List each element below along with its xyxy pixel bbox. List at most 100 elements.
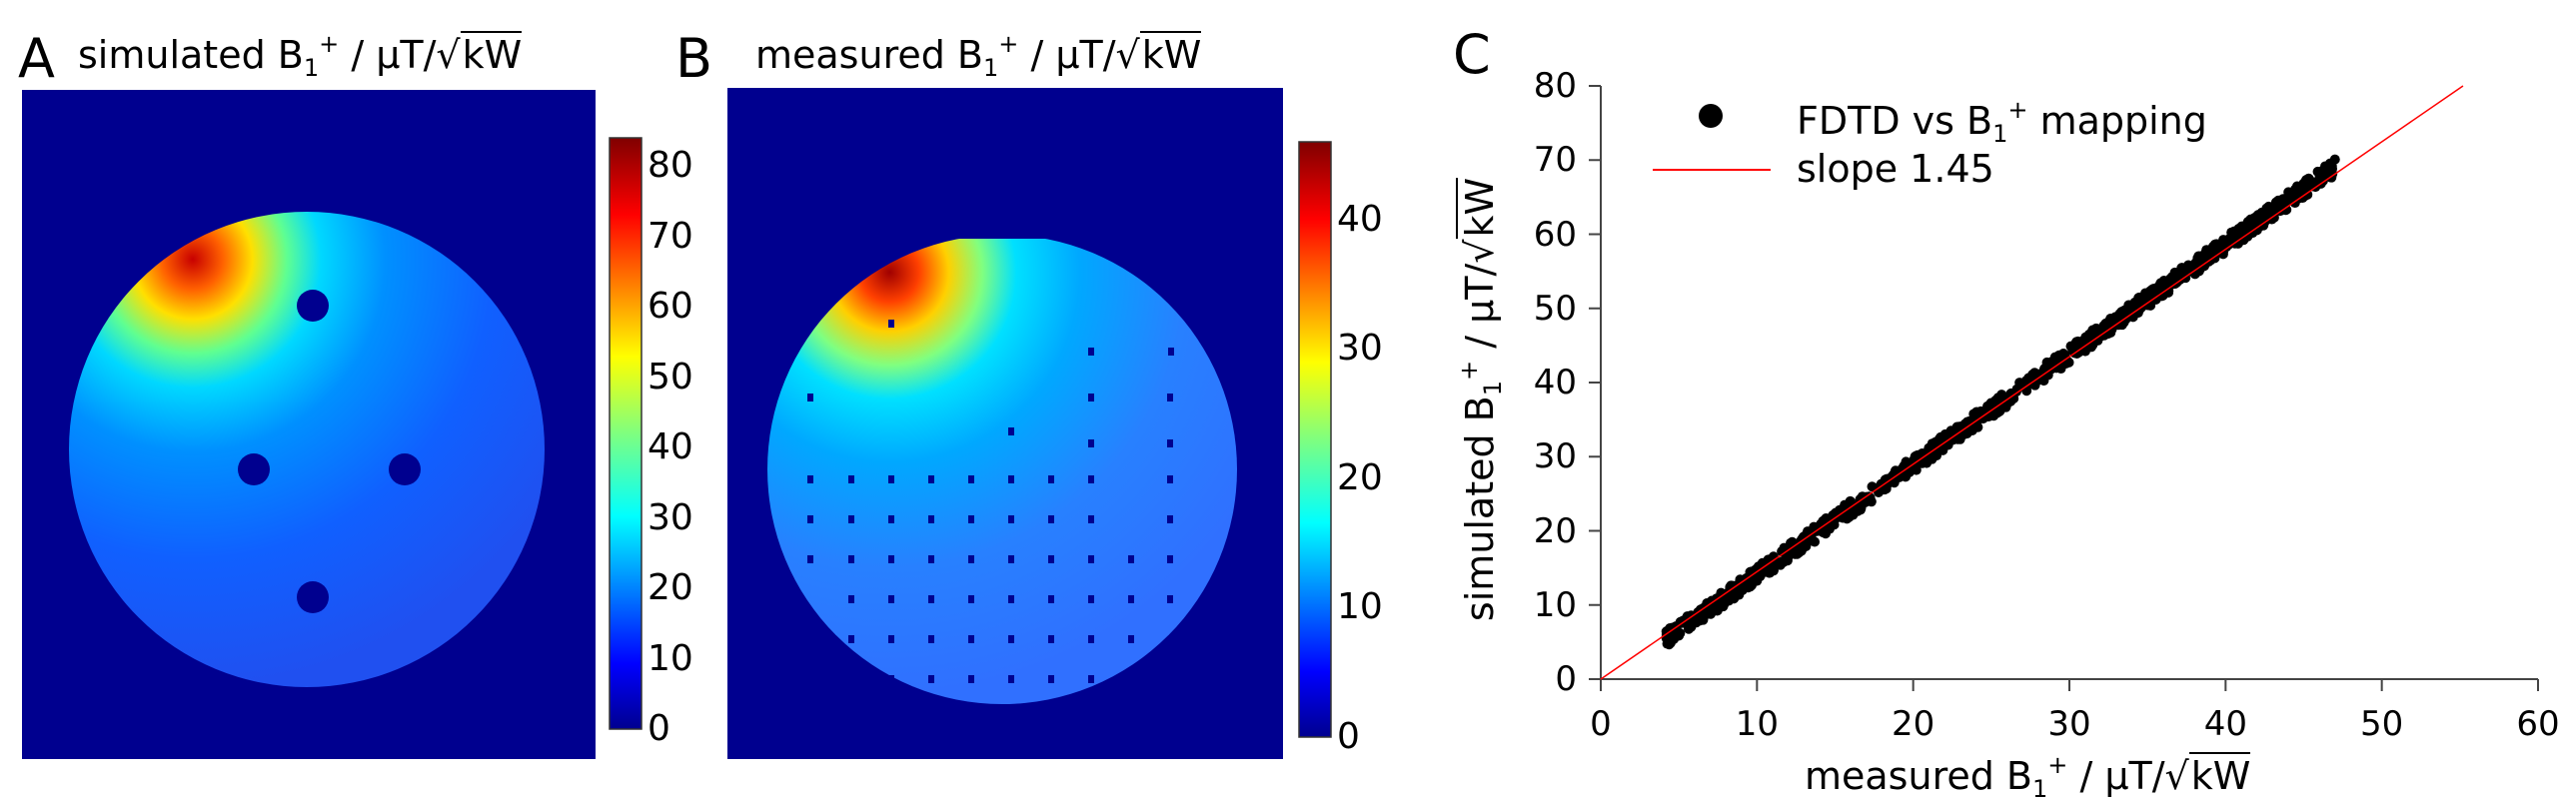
scatter-point xyxy=(1673,629,1684,640)
y-tick-label: 0 xyxy=(1555,659,1577,699)
scatter-point xyxy=(1942,431,1953,442)
scatter-point xyxy=(1763,556,1774,567)
x-axis-label-text: measured B xyxy=(1805,754,2032,798)
x-axis-label: measured B1+ / μT/√kW xyxy=(1805,751,2251,803)
y-axis-label-root: kW xyxy=(1456,177,1502,240)
panel-a-letter: A xyxy=(18,27,55,90)
scatter-point xyxy=(1844,511,1855,522)
scatter-point xyxy=(1719,595,1730,606)
scatter-point xyxy=(1993,397,2004,407)
y-tick-label: 40 xyxy=(1533,363,1577,402)
x-axis-label-sup: + xyxy=(2047,751,2068,779)
scatter-point xyxy=(2157,290,2168,301)
panel-b-colorbar-tick: 0 xyxy=(1337,716,1360,757)
panel-b-letter: B xyxy=(675,27,713,90)
scatter-point xyxy=(2053,350,2064,361)
y-axis-label-text: simulated B xyxy=(1458,396,1502,622)
y-tick-label: 50 xyxy=(1533,288,1577,329)
x-tick-label: 50 xyxy=(2360,704,2404,744)
panel-a-title-unit: / μT/ xyxy=(339,33,437,77)
y-tick-label: 70 xyxy=(1533,140,1577,181)
panel-b-colorbar-tick: 40 xyxy=(1337,198,1383,240)
y-tick-label: 10 xyxy=(1533,584,1577,625)
panel-a-title-text: simulated B xyxy=(78,33,304,77)
panel-a-marker-top xyxy=(297,290,329,322)
scatter-point xyxy=(2069,339,2080,350)
scatter-point xyxy=(2029,380,2040,391)
y-axis-label-sup: + xyxy=(1455,360,1483,381)
scatter-point xyxy=(1809,521,1820,532)
scatter-point xyxy=(2219,237,2230,248)
panel-c-letter: C xyxy=(1453,23,1491,86)
panel-b-top-mask xyxy=(727,88,1283,239)
panel-a-colorbar-tick: 0 xyxy=(647,708,670,749)
y-tick-label: 80 xyxy=(1533,66,1577,106)
panel-b-marker-grid xyxy=(807,320,1174,683)
legend-entry-line: slope 1.45 xyxy=(1797,147,1994,191)
scatter-point xyxy=(2115,309,2126,320)
panel-a-colorbar-tick: 10 xyxy=(647,637,693,679)
scatter-point xyxy=(2226,228,2237,239)
scatter-point xyxy=(1992,406,2003,417)
fit-line xyxy=(1600,85,2464,680)
scatter-point xyxy=(1961,428,1972,439)
scatter-point xyxy=(2164,276,2175,287)
y-axis-label-unit: / μT/ xyxy=(1458,263,1502,361)
panel-b-colorbar-tick: 10 xyxy=(1337,586,1383,628)
scatter-point xyxy=(2090,323,2101,334)
y-axis-label: simulated B1+ / μT/√kW xyxy=(1455,177,1507,622)
scatter-point xyxy=(1969,408,1980,419)
panel-b-title-root: kW xyxy=(1139,31,1202,77)
x-tick-label: 20 xyxy=(1892,704,1935,744)
scatter-point xyxy=(1856,504,1867,515)
x-tick-label: 40 xyxy=(2203,704,2247,744)
scatter-point xyxy=(2319,164,2330,175)
scatter-point xyxy=(2208,241,2219,252)
panel-a-title-sub: 1 xyxy=(303,54,320,82)
panel-b-colorbar-tick: 30 xyxy=(1337,328,1383,370)
scatter-point xyxy=(1734,584,1745,595)
x-axis-label-sub: 1 xyxy=(2032,775,2048,803)
panel-b-title-sup: + xyxy=(998,30,1019,58)
panel-a-colorbar-tick: 40 xyxy=(647,426,693,468)
legend-points-sub: 1 xyxy=(1992,120,2008,148)
scatter-point xyxy=(1777,546,1788,557)
panel-a-colorbar-tick: 80 xyxy=(647,145,693,187)
panel-a-colorbar-tick: 70 xyxy=(647,215,693,257)
panel-a-title-sup: + xyxy=(319,30,340,58)
x-tick-label: 0 xyxy=(1590,704,1612,744)
scatter-point xyxy=(1661,631,1672,642)
scatter-point xyxy=(2282,195,2293,206)
panel-a-colorbar xyxy=(609,137,643,730)
panel-a-colorbar-tick: 50 xyxy=(647,356,693,398)
scatter-point xyxy=(1996,390,2007,401)
scatter-points xyxy=(1661,154,2340,650)
legend-point-marker xyxy=(1699,104,1723,128)
panel-a-colorbar-tick: 60 xyxy=(647,286,693,328)
panel-b-title-sub: 1 xyxy=(983,54,999,82)
scatter-point xyxy=(2140,288,2151,299)
panel-a-marker-bottom xyxy=(297,581,329,613)
panel-a-marker-right xyxy=(389,453,421,485)
scatter-point xyxy=(2294,182,2305,193)
panel-b-phantom xyxy=(767,235,1237,704)
panel-a-colorbar-tick: 20 xyxy=(647,567,693,609)
scatter-point xyxy=(1667,622,1678,633)
y-tick-label: 20 xyxy=(1533,510,1577,551)
x-tick-label: 30 xyxy=(2047,704,2091,744)
panel-b-colorbar-tick: 20 xyxy=(1337,456,1383,498)
legend-entry-points: FDTD vs B1+ mapping xyxy=(1797,98,2207,146)
x-tick-label: 60 xyxy=(2516,704,2560,744)
legend-points-text: FDTD vs B xyxy=(1797,99,1993,143)
legend-points-suffix: mapping xyxy=(2027,99,2207,143)
scatter-point xyxy=(1954,421,1965,432)
panel-b-title: measured B1+ / μT/√kW xyxy=(755,30,1202,82)
scatter-point xyxy=(1746,579,1757,590)
panel-b-title-unit: / μT/ xyxy=(1018,33,1116,77)
scatter-point xyxy=(1904,466,1915,477)
scatter-point xyxy=(1695,615,1706,626)
scatter-point xyxy=(2245,214,2256,225)
scatter-point xyxy=(2098,321,2109,332)
